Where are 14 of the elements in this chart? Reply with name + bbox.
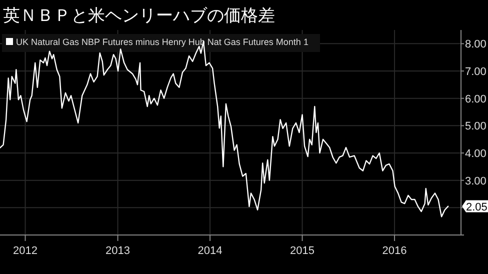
x-tick-label: 2012 — [13, 245, 38, 257]
y-tick-label: 8.00 — [465, 38, 486, 51]
x-tick-label: 2014 — [198, 245, 222, 257]
x-tick-label: 2016 — [382, 245, 407, 257]
y-tick-label: 3.00 — [465, 175, 486, 188]
y-tick-label: 7.00 — [465, 66, 486, 78]
y-tick-label: 4.00 — [465, 148, 486, 160]
y-tick-label: 6.00 — [465, 93, 486, 106]
line-series — [0, 40, 449, 218]
x-tick-label: 2015 — [290, 245, 315, 257]
annotation: 2.05 — [466, 201, 488, 214]
y-tick-label: 5.00 — [465, 120, 486, 133]
chart-title: 英ＮＢＰと米ヘンリーハブの価格差 — [3, 6, 275, 25]
x-tick-label: 2013 — [106, 245, 130, 257]
